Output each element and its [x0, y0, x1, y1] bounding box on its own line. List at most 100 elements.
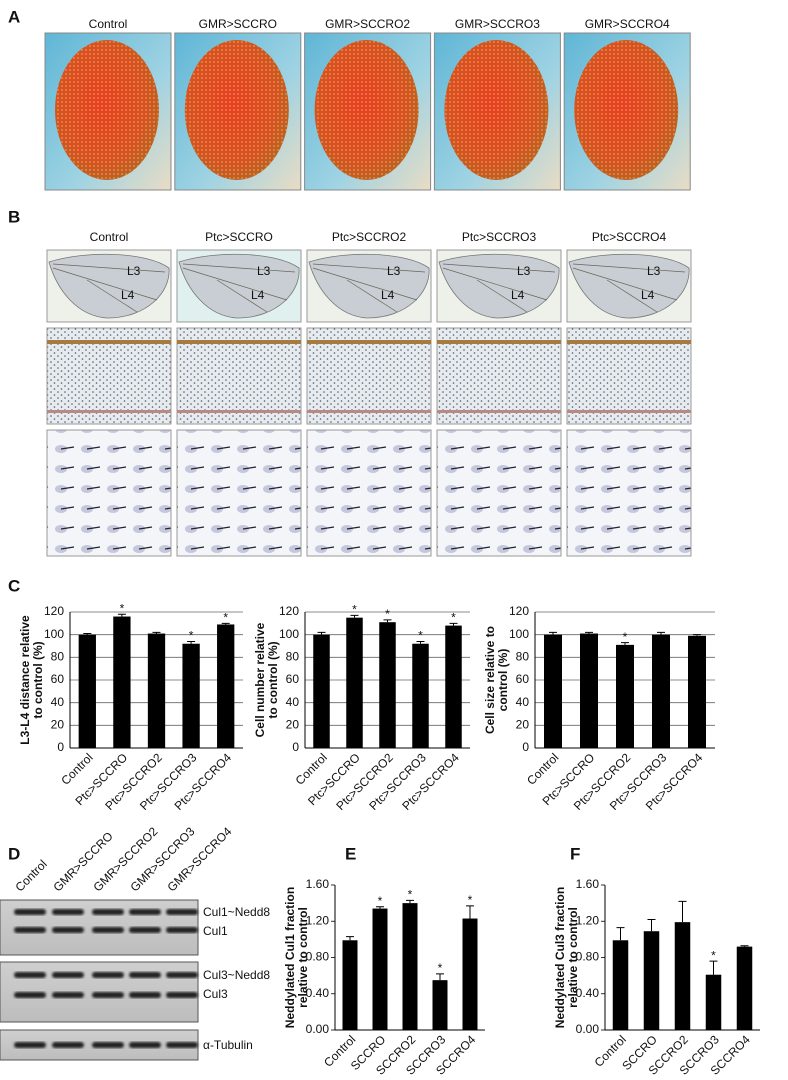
eye-genotype: GMR>SCCRO3 [455, 17, 540, 31]
blot-band [129, 927, 161, 933]
blot-band [52, 927, 84, 933]
error-bar [549, 631, 557, 635]
eye-genotype: GMR>SCCRO [199, 17, 277, 31]
wing-genotype: Ptc>SCCRO [205, 230, 273, 244]
blot-band [92, 992, 124, 998]
bar [674, 922, 691, 1030]
y-tick-label: 0.40 [576, 986, 600, 1000]
y-tick-label: 120 [44, 604, 64, 618]
error-bar [693, 634, 701, 636]
bar [313, 634, 330, 748]
blot-band [14, 972, 46, 978]
significance: * [120, 601, 125, 615]
wing-genotype: Ptc>SCCRO4 [592, 230, 667, 244]
eye-facets [444, 40, 549, 180]
wing-genotype: Ptc>SCCRO2 [332, 230, 407, 244]
panel-label: C [8, 576, 20, 595]
error-bar [621, 642, 629, 645]
y-tick-label: 120 [279, 604, 299, 618]
bar [113, 616, 131, 748]
bar [432, 980, 448, 1030]
error-bar [346, 936, 354, 941]
error-bar [709, 960, 718, 975]
eye-facets [184, 40, 289, 180]
error-bar [152, 631, 161, 634]
vein-bottom [47, 410, 171, 413]
error-bar [740, 945, 749, 947]
y-tick-label: 1.20 [576, 913, 600, 927]
y-tick-label: 100 [509, 627, 529, 641]
significance: * [385, 607, 390, 621]
y-tick-label: 0 [522, 740, 529, 754]
blot-band [14, 927, 46, 933]
error-bar [221, 622, 230, 625]
blot-band [92, 927, 124, 933]
blot-band [14, 909, 46, 915]
y-tick-label: 60 [51, 672, 65, 686]
y-tick-label: 1.20 [306, 913, 330, 927]
wing-genotype: Ptc>SCCRO3 [462, 230, 537, 244]
y-axis-label: relative to control [296, 907, 310, 1008]
blot-band [52, 972, 84, 978]
bar [217, 624, 235, 748]
vein-top [177, 340, 301, 344]
blot-band [129, 972, 161, 978]
y-axis-label: to control (%) [266, 641, 280, 718]
y-tick-label: 120 [509, 604, 529, 618]
vein [182, 263, 296, 313]
y-tick-label: 40 [51, 695, 65, 709]
vein-label: L3 [517, 264, 531, 278]
blot-band [92, 909, 124, 915]
bar [580, 633, 598, 748]
bar [372, 908, 388, 1030]
y-axis-label: relative to control [566, 907, 580, 1008]
error-bar [350, 614, 359, 618]
y-axis-label: Neddylated Cul3 fraction [553, 887, 567, 1028]
bar [402, 903, 418, 1030]
vein [312, 263, 426, 313]
vein-bottom [567, 410, 691, 413]
bar [379, 622, 396, 748]
y-axis-label: L3-L4 distance relative [18, 615, 32, 745]
band-label: Cul1~Nedd8 [203, 905, 270, 919]
y-axis-label: Neddylated Cul1 fraction [283, 887, 297, 1028]
bar [612, 940, 629, 1030]
vein-label: L4 [381, 288, 395, 302]
y-tick-label: 20 [286, 718, 300, 732]
blot-band [92, 1042, 124, 1048]
error-bar [466, 905, 474, 919]
blot-band [129, 1042, 161, 1048]
error-bar [436, 973, 444, 981]
eye-facets [314, 40, 419, 180]
lane-label: GMR>SCCRO4 [164, 824, 234, 894]
y-axis-label: control (%) [496, 649, 510, 712]
bar [147, 633, 166, 748]
significance: * [468, 893, 473, 907]
y-tick-label: 0.40 [306, 986, 330, 1000]
hair-photo [46, 429, 172, 557]
y-axis-label: to control (%) [31, 641, 45, 718]
bar [544, 634, 562, 748]
y-tick-label: 40 [516, 695, 530, 709]
bar [616, 644, 634, 748]
bar [346, 617, 363, 748]
error-bar [416, 640, 425, 644]
significance: * [418, 629, 423, 643]
significance: * [378, 894, 383, 908]
y-tick-label: 1.60 [576, 877, 600, 891]
y-tick-label: 20 [516, 718, 530, 732]
panel-label: E [345, 844, 356, 863]
eye-facets [55, 40, 159, 180]
y-tick-label: 100 [44, 627, 64, 641]
blot-band [129, 992, 161, 998]
y-tick-label: 0.80 [576, 950, 600, 964]
bar [705, 974, 722, 1030]
hair-photo [306, 429, 432, 557]
vein-top [47, 340, 171, 344]
vein-top [307, 340, 431, 344]
vein-bottom [437, 410, 561, 413]
vein [52, 263, 166, 313]
hair-photo [566, 429, 692, 557]
